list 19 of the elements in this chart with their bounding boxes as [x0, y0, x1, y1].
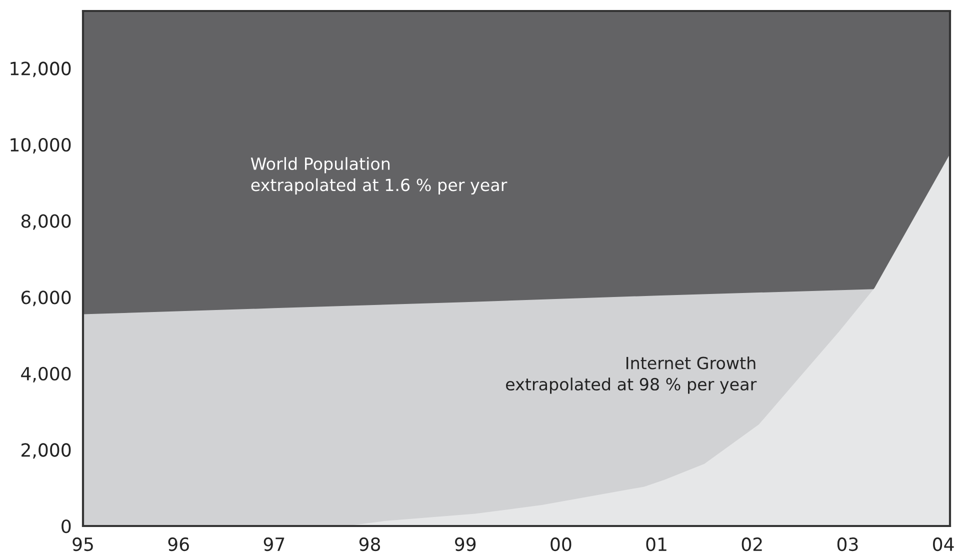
- y-tick-label: 6,000: [21, 290, 71, 306]
- y-tick-label: 8,000: [21, 214, 71, 230]
- x-tick-label: 98: [359, 537, 380, 552]
- x-tick-label: 00: [550, 537, 572, 552]
- x-tick-label: 95: [72, 537, 93, 552]
- x-tick-label: 02: [742, 537, 762, 552]
- x-tick-label: 97: [264, 537, 284, 552]
- y-tick-label: 4,000: [21, 366, 71, 382]
- y-tick-label: 10,000: [10, 138, 71, 154]
- x-tick-label: 01: [646, 537, 666, 552]
- y-tick-label: 2,000: [22, 443, 71, 459]
- annotation: Internet Growth extrapolated at 98 % per year: [506, 356, 757, 394]
- x-tick-label: 99: [455, 537, 476, 552]
- y-tick-label: 0: [62, 519, 71, 534]
- annotation: World Population extrapolated at 1.6 % per year: [250, 157, 508, 194]
- x-tick-label: 04: [933, 537, 954, 552]
- y-tick-label: 12,000: [10, 62, 71, 78]
- x-tick-label: 03: [837, 537, 858, 552]
- x-tick-label: 96: [168, 537, 189, 552]
